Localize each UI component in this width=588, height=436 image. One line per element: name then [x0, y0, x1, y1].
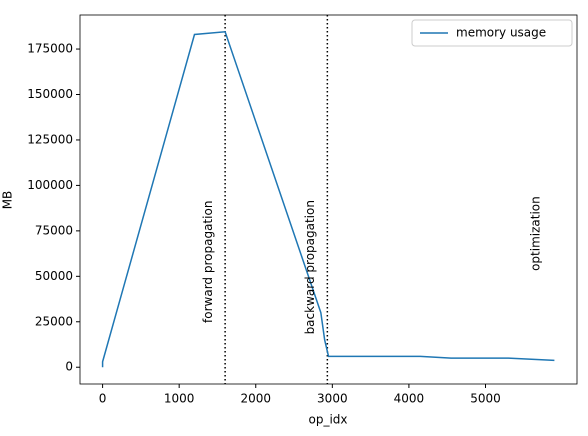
data-line [101, 30, 555, 368]
y-tick-label: 125000 [27, 132, 73, 146]
y-tick-label: 100000 [27, 178, 73, 192]
annotation: backward propagation [303, 200, 317, 334]
y-tick-label: 25000 [35, 314, 73, 328]
y-tick-label: 50000 [35, 269, 73, 283]
x-tick-label: 4000 [394, 392, 425, 406]
annotation: forward propagation [201, 201, 215, 323]
x-tick-label: 5000 [470, 392, 501, 406]
x-tick-label: 2000 [240, 392, 271, 406]
legend-label: memory usage [456, 26, 546, 40]
y-axis-label: MB [1, 191, 15, 210]
x-axis-label: op_idx [308, 413, 347, 427]
y-tick-label: 0 [65, 360, 73, 374]
x-tick-label: 0 [99, 392, 107, 406]
x-tick-label: 1000 [164, 392, 195, 406]
y-tick-label: 150000 [27, 87, 73, 101]
plot-frame [79, 14, 578, 385]
y-tick-label: 75000 [35, 223, 73, 237]
x-tick-label: 3000 [317, 392, 348, 406]
y-tick-label: 175000 [27, 42, 73, 56]
legend-box [411, 19, 573, 47]
annotation: optimization [529, 196, 543, 271]
